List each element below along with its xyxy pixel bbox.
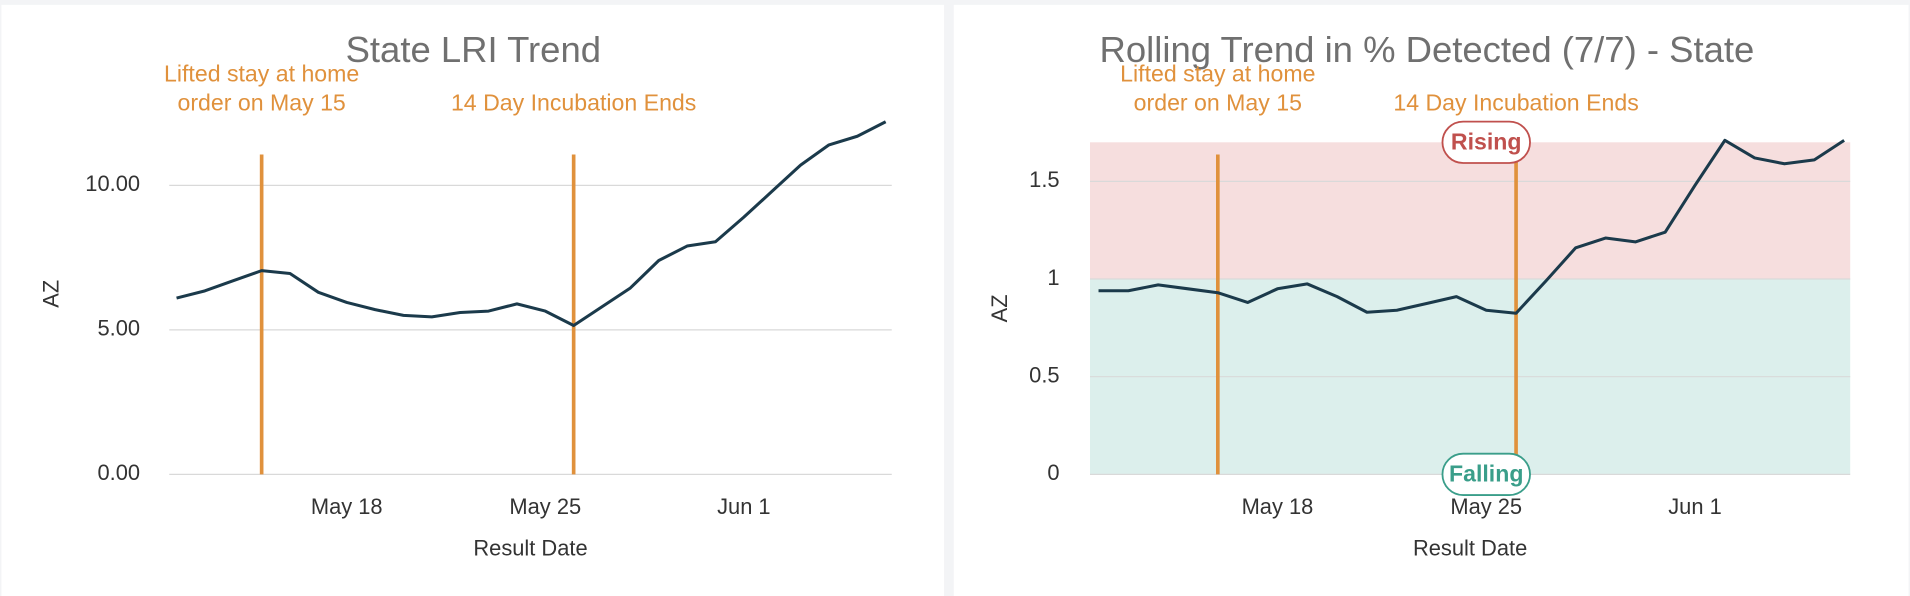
y-tick-label: 1 xyxy=(1047,265,1059,290)
annotation-text: 14 Day Incubation Ends xyxy=(451,90,696,116)
annotation-text: 14 Day Incubation Ends xyxy=(1393,90,1638,116)
x-tick-label: May 25 xyxy=(509,494,581,519)
x-axis-label: Result Date xyxy=(473,536,587,561)
x-tick-label: Jun 1 xyxy=(1668,494,1722,519)
x-tick-label: May 18 xyxy=(1242,494,1314,519)
x-tick-label: May 25 xyxy=(1450,494,1522,519)
annotation-text: order on May 15 xyxy=(178,90,346,116)
band-label: Rising xyxy=(1451,129,1522,155)
y-tick-label: 0.5 xyxy=(1029,362,1059,387)
panel xyxy=(1,4,945,596)
annotation-text: order on May 15 xyxy=(1134,90,1302,116)
x-tick-label: Jun 1 xyxy=(717,494,771,519)
band-badge xyxy=(1441,452,1531,496)
x-axis-label: Result Date xyxy=(1413,536,1527,561)
annotation-text: Lifted stay at home xyxy=(164,61,359,87)
line xyxy=(176,120,887,328)
chart-title: Rolling Trend in % Detected (7/7) - Stat… xyxy=(1100,29,1755,70)
chart-title: State LRI Trend xyxy=(346,29,601,70)
x-tick-label: May 18 xyxy=(311,494,383,519)
y-tick-label: 0.00 xyxy=(97,460,140,485)
y-tick-label: 1.5 xyxy=(1029,167,1059,192)
line xyxy=(1098,138,1845,315)
y-axis-label: AZ xyxy=(987,294,1012,322)
y-tick-label: 10.00 xyxy=(85,171,140,196)
band-badge xyxy=(1441,120,1531,164)
y-axis-label: AZ xyxy=(38,280,63,308)
y-tick-label: 0 xyxy=(1047,460,1059,485)
annotation-text: Lifted stay at home xyxy=(1120,61,1315,87)
band-label: Falling xyxy=(1449,461,1523,487)
y-tick-label: 5.00 xyxy=(97,316,140,341)
